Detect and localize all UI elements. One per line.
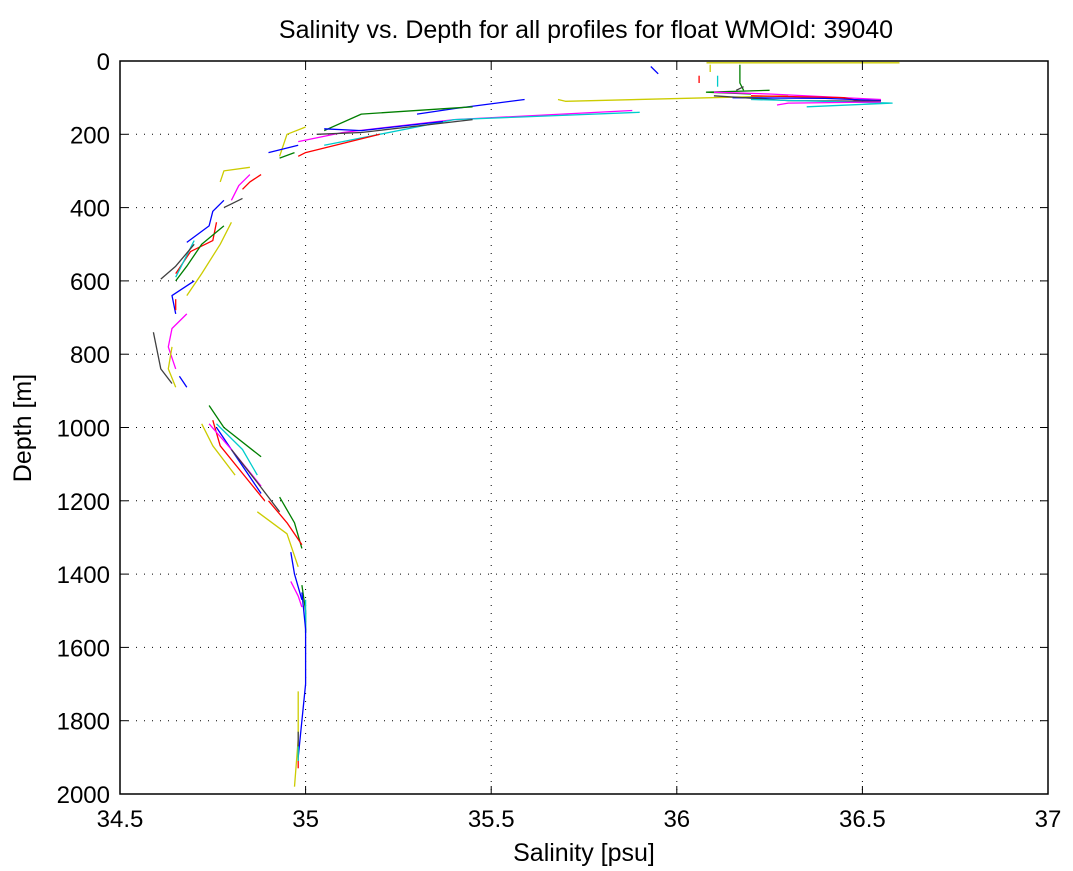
x-tick-label: 35.5	[468, 806, 515, 833]
y-tick-label: 400	[70, 196, 110, 223]
y-tick-label: 1400	[57, 562, 110, 589]
profile-line-38	[167, 313, 188, 370]
profile-line-36	[171, 280, 195, 315]
profile-line-50	[268, 500, 303, 546]
y-tick-label: 1200	[57, 489, 110, 516]
profile-line-19	[324, 111, 640, 146]
data-series	[152, 62, 900, 787]
profile-line-48	[230, 449, 281, 513]
grid-lines	[120, 61, 1048, 794]
axis-ticks: 34.5 35 35.5 36 36.5 37 0 200 400 600 800 1000 1200 1…	[57, 49, 1062, 833]
y-tick-label: 1000	[57, 416, 110, 443]
y-tick-label: 200	[70, 122, 110, 149]
profile-line-39	[167, 346, 177, 388]
x-tick-label: 35	[292, 806, 319, 833]
profile-line-12	[732, 97, 882, 102]
profile-line-1	[650, 66, 659, 75]
profile-line-44	[215, 427, 262, 494]
profile-line-45	[201, 423, 236, 476]
x-tick-label: 36	[663, 806, 690, 833]
profile-line-35	[186, 222, 232, 296]
profile-line-30	[186, 199, 225, 243]
x-tick-label: 37	[1035, 806, 1062, 833]
x-tick-label: 36.5	[839, 806, 886, 833]
y-tick-label: 2000	[57, 782, 110, 809]
y-tick-label: 0	[97, 49, 110, 76]
x-axis-title: Salinity [psu]	[513, 839, 655, 867]
profile-line-28	[230, 174, 251, 201]
profile-line-29	[223, 197, 243, 209]
y-tick-label: 600	[70, 269, 110, 296]
profile-line-56	[297, 592, 307, 758]
profile-line-32	[175, 225, 225, 282]
profile-line-46	[216, 423, 258, 476]
y-tick-label: 1800	[57, 709, 110, 736]
profile-line-22	[297, 133, 380, 157]
x-tick-label: 34.5	[97, 806, 144, 833]
y-axis-title: Depth [m]	[9, 374, 37, 482]
profile-line-25	[279, 151, 295, 159]
profile-line-27	[242, 174, 262, 190]
profile-line-52	[290, 551, 303, 600]
profile-line-42	[208, 405, 262, 458]
profile-line-7	[735, 86, 744, 91]
chart-title: Salinity vs. Depth for all profiles for …	[279, 16, 893, 44]
profile-line-15	[776, 101, 882, 106]
profile-line-26	[219, 166, 250, 183]
profile-line-51	[256, 511, 299, 568]
profile-line-40	[152, 332, 173, 384]
profile-line-17	[323, 106, 473, 132]
y-tick-label: 1600	[57, 635, 110, 662]
profile-line-24	[268, 144, 299, 154]
profile-line-14	[750, 98, 893, 108]
y-tick-label: 800	[70, 342, 110, 369]
profile-line-41	[178, 375, 188, 388]
profile-line-49	[279, 496, 303, 549]
profile-line-9	[557, 95, 789, 102]
profile-line-20	[316, 118, 473, 135]
profile-line-34	[160, 243, 195, 280]
profile-line-53	[290, 581, 303, 608]
profile-line-21	[324, 120, 443, 132]
